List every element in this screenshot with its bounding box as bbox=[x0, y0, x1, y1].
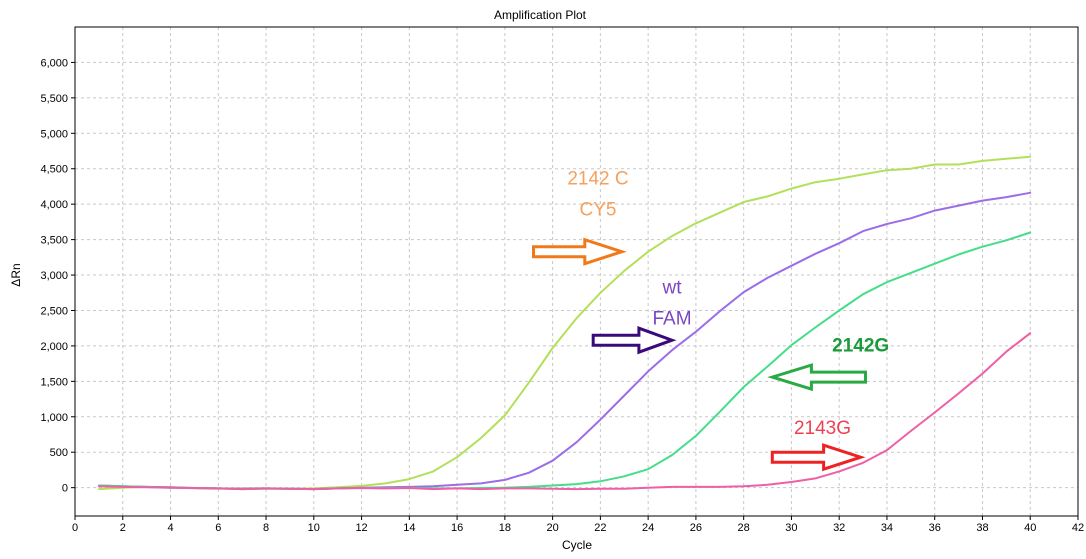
x-tick-label: 14 bbox=[403, 522, 415, 534]
y-axis-label: ΔRn bbox=[9, 263, 23, 286]
x-tick-label: 30 bbox=[785, 522, 797, 534]
x-tick-label: 8 bbox=[263, 522, 269, 534]
chart-title: Amplification Plot bbox=[494, 8, 587, 22]
annotation-label: FAM bbox=[652, 308, 691, 329]
series-layer bbox=[97, 155, 1032, 491]
axis-layer: Amplification Plot Cycle ΔRn bbox=[9, 8, 1079, 552]
y-tick-label: 4,500 bbox=[40, 164, 68, 176]
x-tick-label: 24 bbox=[642, 522, 654, 534]
x-tick-label: 38 bbox=[976, 522, 988, 534]
annotation-label: 2142 C bbox=[567, 168, 628, 189]
x-tick-label: 10 bbox=[308, 522, 320, 534]
x-tick-label: 4 bbox=[167, 522, 173, 534]
annotation-arrow-right bbox=[532, 237, 627, 266]
y-tick-label: 6,000 bbox=[40, 57, 68, 69]
x-axis-label: Cycle bbox=[562, 538, 592, 552]
x-tick-label: 42 bbox=[1072, 522, 1084, 534]
y-tick-label: 1,500 bbox=[40, 376, 68, 388]
annotation-arrow-left bbox=[767, 363, 867, 392]
x-tick-label: 34 bbox=[881, 522, 893, 534]
x-tick-label: 6 bbox=[215, 522, 221, 534]
y-tick-label: 4,000 bbox=[40, 199, 68, 211]
annotation-label: 2142G bbox=[832, 336, 889, 357]
annotation-arrow-right bbox=[591, 326, 677, 355]
y-tick-label: 0 bbox=[62, 483, 68, 495]
tick-layer: 0 2 4 6 8 10 12 14 16 18 20 22 24 26 28 30 32 34 36 38 40 420… bbox=[40, 57, 1084, 534]
annotation-label: CY5 bbox=[580, 199, 617, 220]
x-tick-label: 22 bbox=[594, 522, 606, 534]
y-tick-label: 2,000 bbox=[40, 341, 68, 353]
x-tick-label: 0 bbox=[72, 522, 78, 534]
y-tick-label: 2,500 bbox=[40, 305, 68, 317]
x-tick-label: 12 bbox=[355, 522, 367, 534]
x-tick-label: 40 bbox=[1024, 522, 1036, 534]
annotation-layer: 2142 C CY5 wt FAM 2142G 2143G bbox=[532, 168, 889, 472]
series-line-4 bbox=[97, 332, 1032, 491]
y-tick-label: 1,000 bbox=[40, 412, 68, 424]
x-tick-label: 20 bbox=[546, 522, 558, 534]
x-tick-label: 18 bbox=[499, 522, 511, 534]
x-tick-label: 26 bbox=[690, 522, 702, 534]
x-tick-label: 16 bbox=[451, 522, 463, 534]
y-tick-label: 500 bbox=[50, 447, 68, 459]
x-tick-label: 2 bbox=[120, 522, 126, 534]
plot-frame bbox=[74, 26, 1079, 517]
y-tick-label: 3,500 bbox=[40, 235, 68, 247]
y-tick-label: 5,000 bbox=[40, 128, 68, 140]
x-tick-label: 32 bbox=[833, 522, 845, 534]
x-tick-label: 28 bbox=[738, 522, 750, 534]
y-tick-label: 3,000 bbox=[40, 270, 68, 282]
annotation-label: 2143G bbox=[794, 418, 851, 439]
annotation-arrow-right bbox=[770, 443, 866, 472]
x-tick-label: 36 bbox=[929, 522, 941, 534]
annotation-label: wt bbox=[662, 277, 683, 298]
y-tick-label: 5,500 bbox=[40, 93, 68, 105]
